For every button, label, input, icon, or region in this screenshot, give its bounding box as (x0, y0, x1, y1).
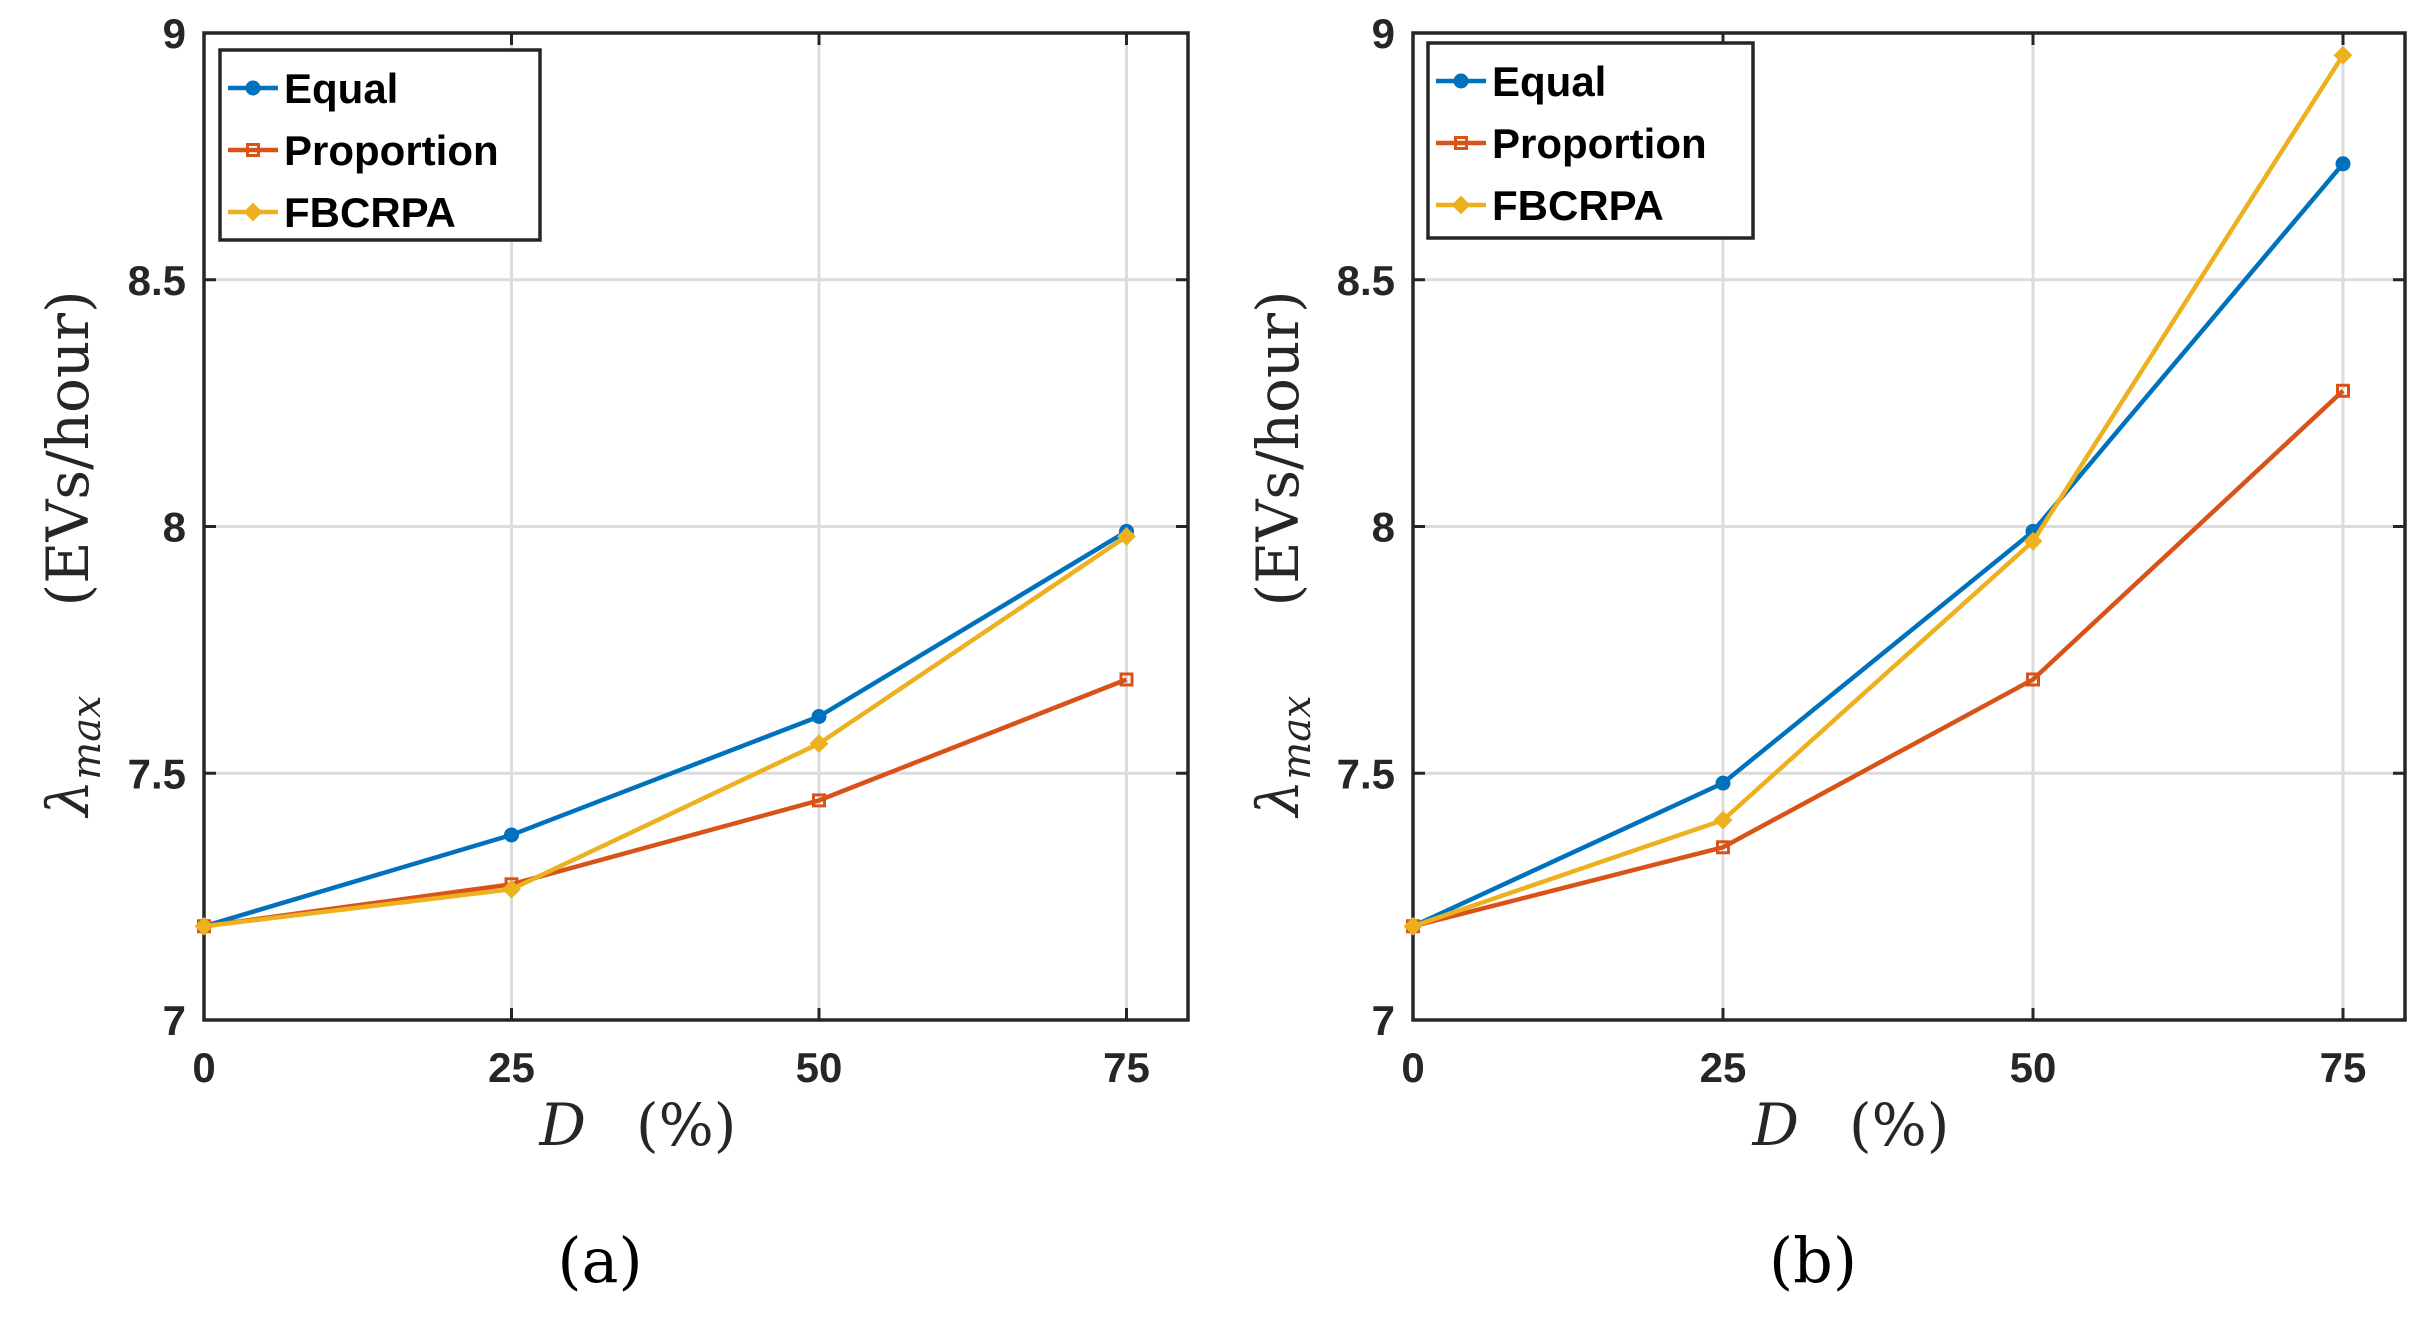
y-tick-label: 8 (163, 504, 186, 551)
y-axis-subscript: max (64, 695, 110, 779)
proportion-point (2026, 672, 2040, 687)
legend-label: Proportion (1492, 120, 1707, 167)
x-axis-label: D (%) (538, 1091, 736, 1159)
y-tick-label: 8.5 (1337, 257, 1395, 304)
x-tick-label: 50 (2010, 1044, 2057, 1091)
y-axis-symbol: λ (1244, 780, 1312, 819)
legend-label: FBCRPA (284, 189, 456, 236)
legend-box (1426, 41, 1755, 240)
legend-label: Proportion (284, 127, 499, 174)
y-axis-var: λmax (34, 695, 110, 818)
y-tick-label: 7.5 (128, 750, 186, 797)
proportion-line (203, 677, 1128, 929)
equal-point (2335, 156, 2351, 172)
legend-box (218, 48, 542, 242)
x-tick-label: 75 (1103, 1044, 1150, 1091)
fbcrpa-point (1713, 810, 1733, 830)
fbcrpa-point (502, 879, 521, 899)
series-fbcrpa (194, 526, 1136, 936)
series-fbcrpa (1403, 45, 2353, 936)
legend-swatch-marker (1454, 136, 1468, 150)
y-tick-label: 7.5 (1337, 750, 1395, 797)
y-axis-label: λmax (EVs/hour) (1244, 290, 1320, 818)
legend-item-fbcrpa: FBCRPA (228, 189, 456, 236)
equal-point (811, 708, 827, 724)
y-axis-var: λmax (1244, 695, 1320, 818)
x-tick-label: 50 (796, 1044, 843, 1091)
x-axis-var: D (538, 1091, 586, 1159)
equal-line (1412, 162, 2345, 929)
legend-item-proportion: Proportion (228, 127, 499, 174)
panel-label: (a) (557, 1224, 642, 1297)
y-tick-label: 9 (163, 10, 186, 57)
proportion-point (1716, 840, 1730, 855)
legend-item-proportion: Proportion (1436, 120, 1707, 167)
proportion-point (812, 793, 826, 808)
proportion-line (1412, 389, 2345, 929)
legend-swatch-marker (246, 143, 260, 157)
x-tick-label: 75 (2320, 1044, 2367, 1091)
y-tick-label: 8 (1372, 504, 1395, 551)
x-tick-label: 25 (488, 1044, 535, 1091)
x-axis-label: D (%) (1751, 1091, 1949, 1159)
legend-label: FBCRPA (1492, 182, 1664, 229)
x-tick-label: 0 (1401, 1044, 1424, 1091)
legend-item-fbcrpa: FBCRPA (1436, 182, 1664, 229)
equal-point (504, 827, 519, 843)
y-tick-label: 9 (1372, 10, 1395, 57)
y-axis-label: λmax (EVs/hour) (34, 290, 110, 818)
y-tick-label: 8.5 (128, 257, 186, 304)
panel-label: (b) (1769, 1224, 1857, 1297)
legend-item-equal: Equal (1436, 58, 1606, 105)
legend-item-equal: Equal (228, 65, 398, 112)
x-axis-unit: (%) (636, 1091, 736, 1159)
panel-a: 0 25 50 75 7 7.5 8 8.5 9 Equal Proportion FBCRPA D (%… (34, 10, 1190, 1297)
legend-swatch-marker (243, 202, 263, 222)
x-tick-label: 0 (192, 1044, 215, 1091)
equal-line (203, 529, 1128, 929)
fbcrpa-point (1117, 526, 1136, 546)
fbcrpa-point (809, 734, 829, 754)
fbcrpa-point (194, 916, 214, 936)
equal-point (1715, 775, 1731, 791)
fbcrpa-line (1412, 53, 2345, 929)
legend-label: Equal (1492, 58, 1606, 105)
y-tick-label: 7 (1372, 997, 1395, 1044)
legend-swatch-marker (1451, 195, 1471, 215)
fbcrpa-point (2023, 531, 2043, 551)
legend-label: Equal (284, 65, 398, 112)
proportion-point (2336, 383, 2350, 398)
panel-b: 0 25 50 75 7 7.5 8 8.5 9 Equal Proportion FBCRPA D (%… (1244, 10, 2407, 1297)
fbcrpa-line (203, 534, 1128, 929)
proportion-point (1119, 672, 1134, 687)
y-axis-unit: (EVs/hour) (34, 290, 102, 606)
legend-swatch-marker (245, 80, 261, 96)
legend: Equal Proportion FBCRPA (218, 48, 542, 242)
y-axis-symbol: λ (34, 780, 102, 819)
fbcrpa-point (2333, 45, 2353, 65)
y-tick-label: 7 (163, 997, 186, 1044)
legend-swatch-marker (1453, 73, 1469, 89)
fbcrpa-point (1403, 916, 1423, 936)
y-axis-unit: (EVs/hour) (1244, 290, 1312, 606)
y-axis-subscript: max (1274, 695, 1320, 779)
x-tick-label: 25 (1700, 1044, 1747, 1091)
x-axis-var: D (1751, 1091, 1799, 1159)
x-axis-unit: (%) (1849, 1091, 1949, 1159)
legend: Equal Proportion FBCRPA (1426, 41, 1755, 240)
